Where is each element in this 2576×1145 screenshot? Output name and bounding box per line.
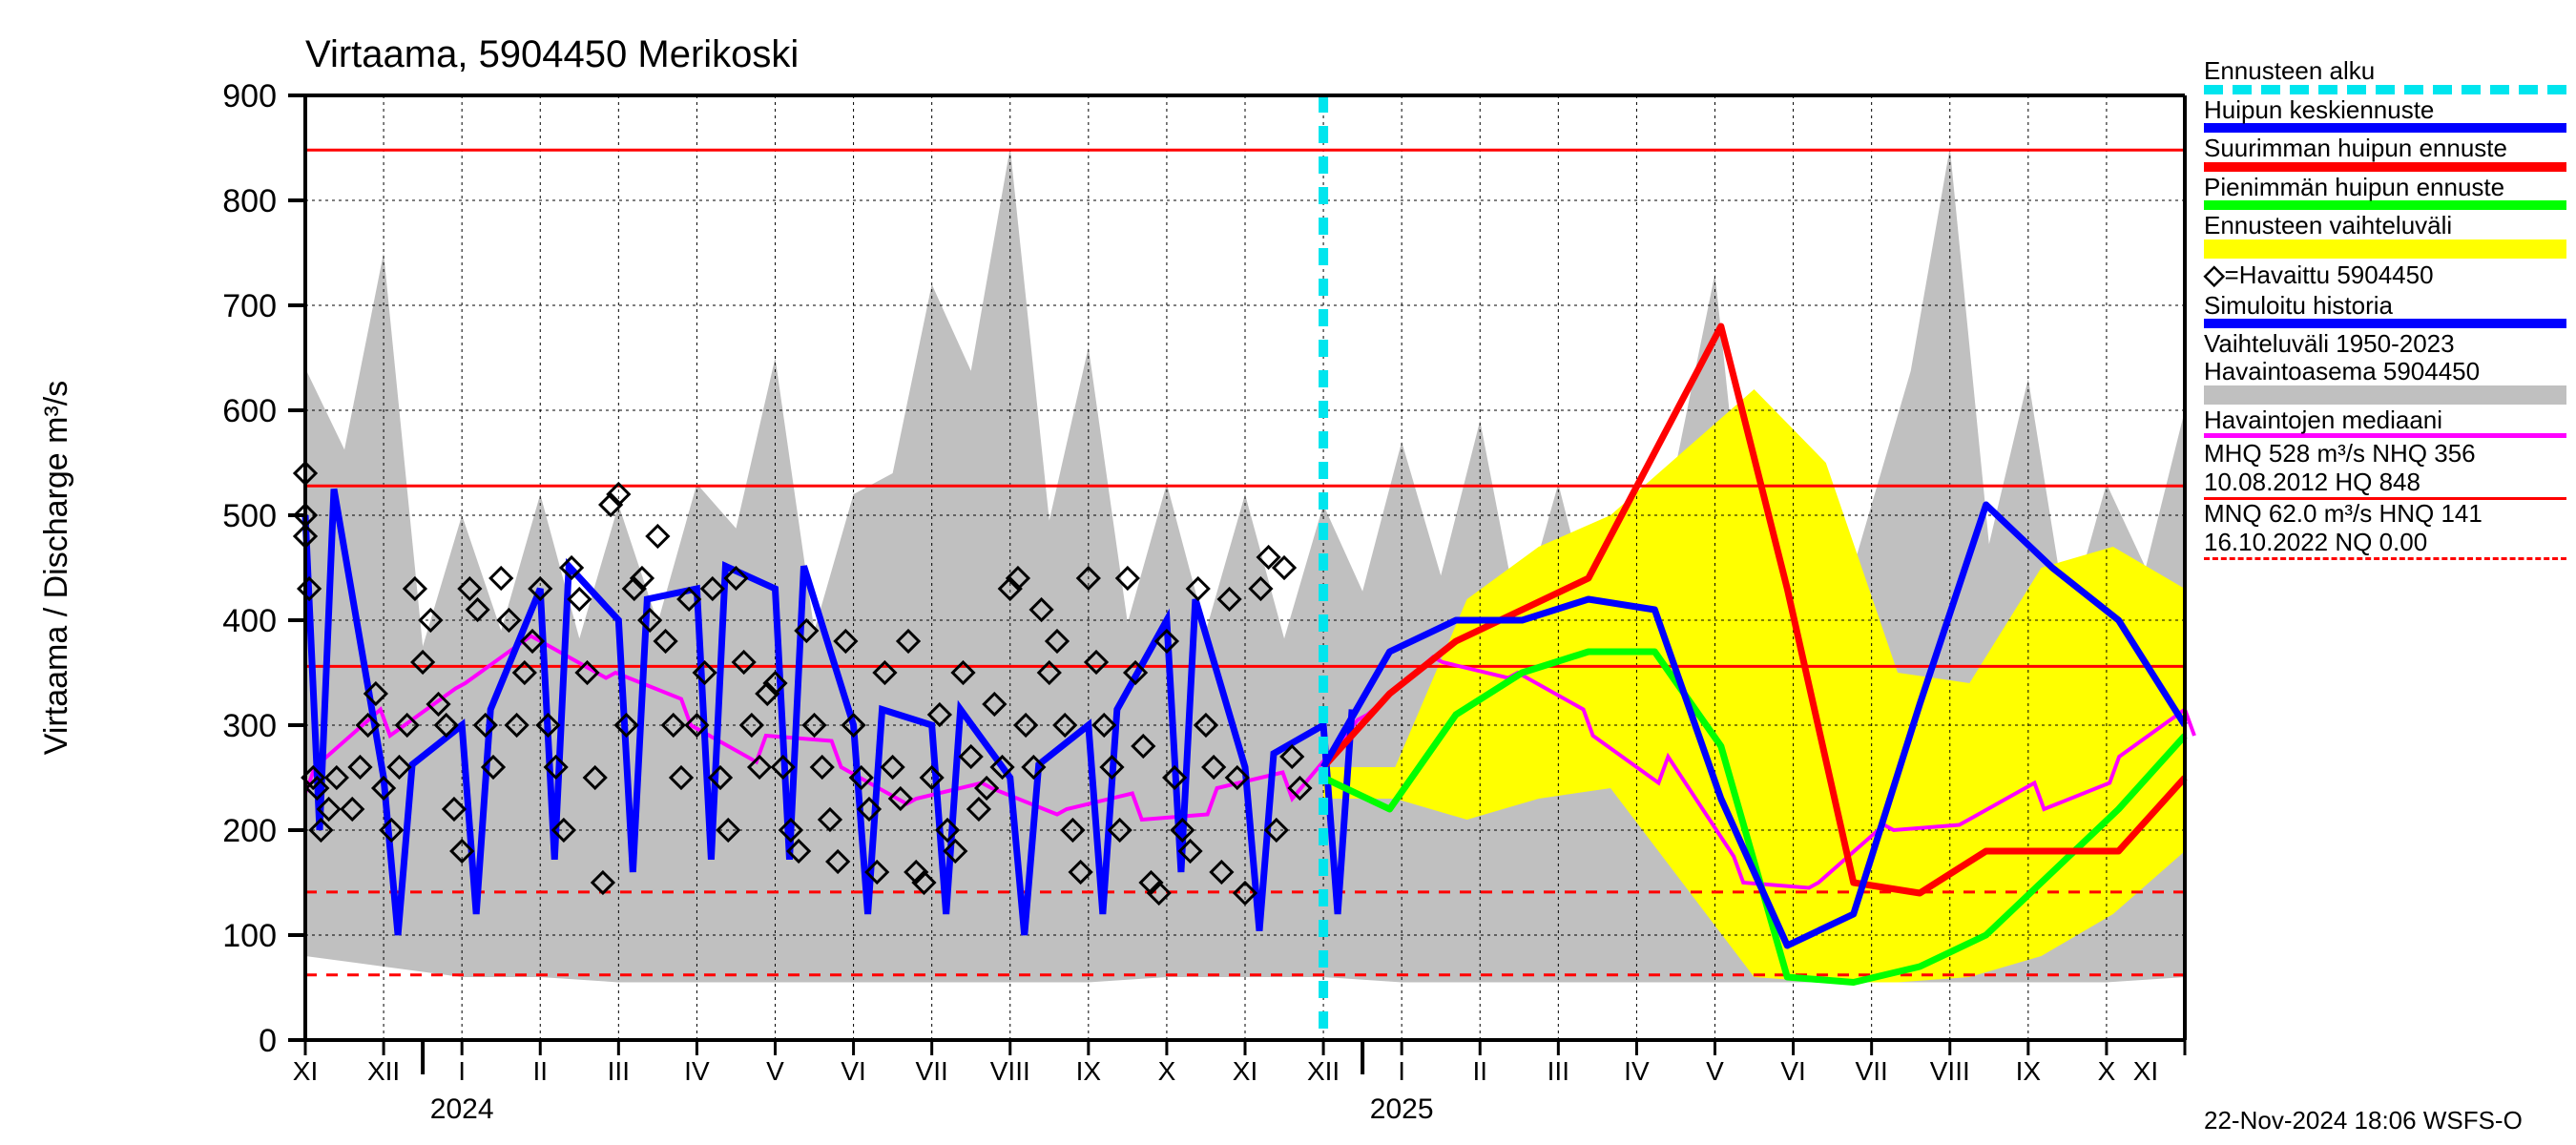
legend-label: Suurimman huipun ennuste: [2204, 135, 2566, 162]
svg-text:200: 200: [222, 813, 277, 849]
legend-swatch-dash: [2204, 85, 2566, 94]
svg-text:XII: XII: [367, 1056, 400, 1086]
svg-text:IX: IX: [2016, 1056, 2042, 1086]
svg-text:V: V: [1706, 1056, 1724, 1086]
legend-label: ◇=Havaittu 5904450: [2204, 260, 2566, 290]
svg-text:500: 500: [222, 498, 277, 534]
legend-label: Ennusteen vaihteluväli: [2204, 212, 2566, 239]
legend-item-median: Havaintojen mediaani: [2204, 406, 2566, 439]
svg-text:X: X: [2098, 1056, 2116, 1086]
svg-text:600: 600: [222, 393, 277, 429]
legend-item-forecast_start: Ennusteen alku: [2204, 57, 2566, 94]
svg-text:100: 100: [222, 918, 277, 954]
diamond-marker-icon: ◇: [2204, 260, 2225, 290]
svg-text:XI: XI: [1233, 1056, 1257, 1086]
svg-text:IV: IV: [684, 1056, 710, 1086]
legend-label: Havaintojen mediaani: [2204, 406, 2566, 434]
legend-label: Simuloitu historia: [2204, 292, 2566, 320]
svg-text:0: 0: [259, 1023, 277, 1059]
ref-line-swatch: [2204, 557, 2566, 560]
stats-low: MNQ 62.0 m³/s HNQ 14116.10.2022 NQ 0.00: [2204, 500, 2566, 560]
legend-item-peak_mean: Huipun keskiennuste: [2204, 96, 2566, 134]
svg-text:2024: 2024: [430, 1093, 494, 1125]
svg-text:VIII: VIII: [1930, 1056, 1970, 1086]
svg-text:VIII: VIII: [990, 1056, 1030, 1086]
svg-text:III: III: [1548, 1056, 1569, 1086]
chart-svg: 0100200300400500600700800900XIXIIIIIIIII…: [0, 0, 2576, 1145]
stats-high: MHQ 528 m³/s NHQ 35610.08.2012 HQ 848: [2204, 440, 2566, 500]
legend-item-peak_min: Pienimmän huipun ennuste: [2204, 174, 2566, 211]
svg-text:III: III: [608, 1056, 630, 1086]
svg-text:IX: IX: [1076, 1056, 1102, 1086]
chart-legend: Ennusteen alku Huipun keskiennuste Suurimm…: [2204, 57, 2566, 560]
svg-text:800: 800: [222, 183, 277, 219]
svg-text:VII: VII: [1856, 1056, 1888, 1086]
svg-text:I: I: [458, 1056, 466, 1086]
legend-swatch-line: [2204, 319, 2566, 328]
legend-item-hist_range: Vaihteluväli 1950-2023 Havaintoasema 590…: [2204, 330, 2566, 404]
svg-text:XI: XI: [2133, 1056, 2158, 1086]
legend-swatch-line: [2204, 123, 2566, 133]
svg-text:V: V: [766, 1056, 784, 1086]
legend-label: Pienimmän huipun ennuste: [2204, 174, 2566, 201]
svg-text:VI: VI: [1780, 1056, 1805, 1086]
svg-text:XI: XI: [293, 1056, 318, 1086]
legend-item-observed: ◇=Havaittu 5904450: [2204, 260, 2566, 290]
svg-text:XII: XII: [1307, 1056, 1340, 1086]
svg-text:300: 300: [222, 708, 277, 744]
svg-text:X: X: [1158, 1056, 1176, 1086]
legend-label: Vaihteluväli 1950-2023: [2204, 330, 2566, 358]
svg-text:400: 400: [222, 603, 277, 639]
legend-label: Ennusteen alku: [2204, 57, 2566, 85]
legend-swatch-line: [2204, 162, 2566, 172]
svg-text:I: I: [1398, 1056, 1405, 1086]
legend-swatch-line: [2204, 433, 2566, 438]
svg-text:VII: VII: [916, 1056, 948, 1086]
legend-label: Havaintoasema 5904450: [2204, 358, 2566, 385]
svg-text:II: II: [1472, 1056, 1487, 1086]
legend-swatch-fill: [2204, 385, 2566, 405]
hydrograph-chart: 0100200300400500600700800900XIXIIIIIIIII…: [0, 0, 2576, 1145]
legend-item-peak_max: Suurimman huipun ennuste: [2204, 135, 2566, 172]
svg-text:900: 900: [222, 78, 277, 114]
legend-swatch-line: [2204, 200, 2566, 210]
svg-text:II: II: [532, 1056, 548, 1086]
legend-label: Huipun keskiennuste: [2204, 96, 2566, 124]
svg-text:VI: VI: [841, 1056, 865, 1086]
legend-swatch-fill: [2204, 239, 2566, 259]
svg-text:2025: 2025: [1370, 1093, 1434, 1125]
svg-text:Virtaama, 5904450 Merikoski: Virtaama, 5904450 Merikoski: [305, 33, 799, 75]
timestamp-label: 22-Nov-2024 18:06 WSFS-O: [2204, 1106, 2523, 1135]
legend-item-sim_history: Simuloitu historia: [2204, 292, 2566, 329]
svg-text:700: 700: [222, 288, 277, 324]
legend-item-forecast_range: Ennusteen vaihteluväli: [2204, 212, 2566, 259]
svg-text:Virtaama / Discharge m³/s: Virtaama / Discharge m³/s: [38, 381, 74, 755]
svg-text:IV: IV: [1624, 1056, 1650, 1086]
